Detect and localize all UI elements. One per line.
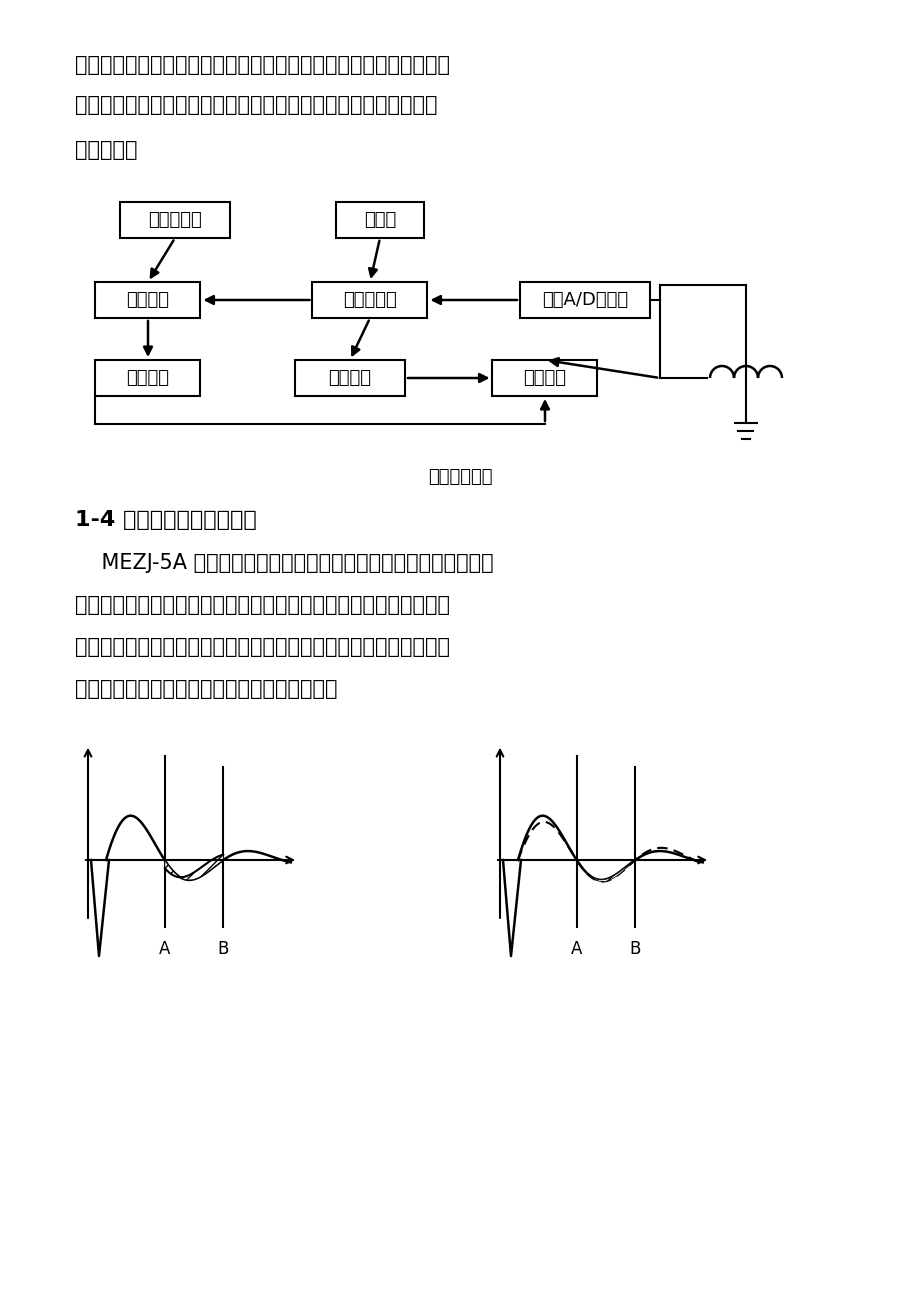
FancyBboxPatch shape	[519, 283, 650, 318]
Text: B: B	[217, 940, 229, 958]
Text: 微型机算计: 微型机算计	[343, 292, 396, 309]
Text: A: A	[159, 940, 170, 958]
Text: A: A	[571, 940, 582, 958]
FancyBboxPatch shape	[295, 359, 404, 396]
Text: 液晶显示屏: 液晶显示屏	[148, 211, 201, 229]
FancyBboxPatch shape	[492, 359, 596, 396]
Text: 高速A/D转换器: 高速A/D转换器	[541, 292, 628, 309]
Text: 线圈品质优劣的目的。具体检查判断方法如下：: 线圈品质优劣的目的。具体检查判断方法如下：	[75, 680, 337, 699]
Text: 高压驱动: 高压驱动	[127, 368, 169, 387]
Text: 输出控制: 输出控制	[328, 368, 371, 387]
Text: 均可任意设定、修改报警的上限值，以达到正确、快速检查判断不同: 均可任意设定、修改报警的上限值，以达到正确、快速检查判断不同	[75, 637, 449, 658]
FancyBboxPatch shape	[335, 202, 424, 238]
Text: 易懂的文字、数据及图形显示在液晶屏上；从而保证了波形重现的真: 易懂的文字、数据及图形显示在液晶屏上；从而保证了波形重现的真	[75, 55, 449, 76]
Text: B: B	[629, 940, 641, 958]
Text: 控制键: 控制键	[364, 211, 396, 229]
Text: 1-4 线圈质量检查判断方法: 1-4 线圈质量检查判断方法	[75, 510, 256, 530]
FancyBboxPatch shape	[96, 283, 200, 318]
Text: 高压输出: 高压输出	[523, 368, 566, 387]
FancyBboxPatch shape	[119, 202, 230, 238]
FancyBboxPatch shape	[96, 359, 200, 396]
Text: 工作原理框图: 工作原理框图	[427, 467, 492, 486]
FancyBboxPatch shape	[312, 283, 427, 318]
Text: 实性。并且根据用户设定的条件对合格或不合格者进行报警处理。: 实性。并且根据用户设定的条件对合格或不合格者进行报警处理。	[75, 95, 437, 115]
Text: 原理框图：: 原理框图：	[75, 141, 137, 160]
Text: 可以根据被测线圈的实际情况，组合或单独采用；每一种判断方法，: 可以根据被测线圈的实际情况，组合或单独采用；每一种判断方法，	[75, 595, 449, 615]
Text: 显示驱动: 显示驱动	[127, 292, 169, 309]
Text: MEZJ-5A 匝间冲击耐压试验仪有两种典型的自动检查判断方法，: MEZJ-5A 匝间冲击耐压试验仪有两种典型的自动检查判断方法，	[75, 553, 494, 573]
